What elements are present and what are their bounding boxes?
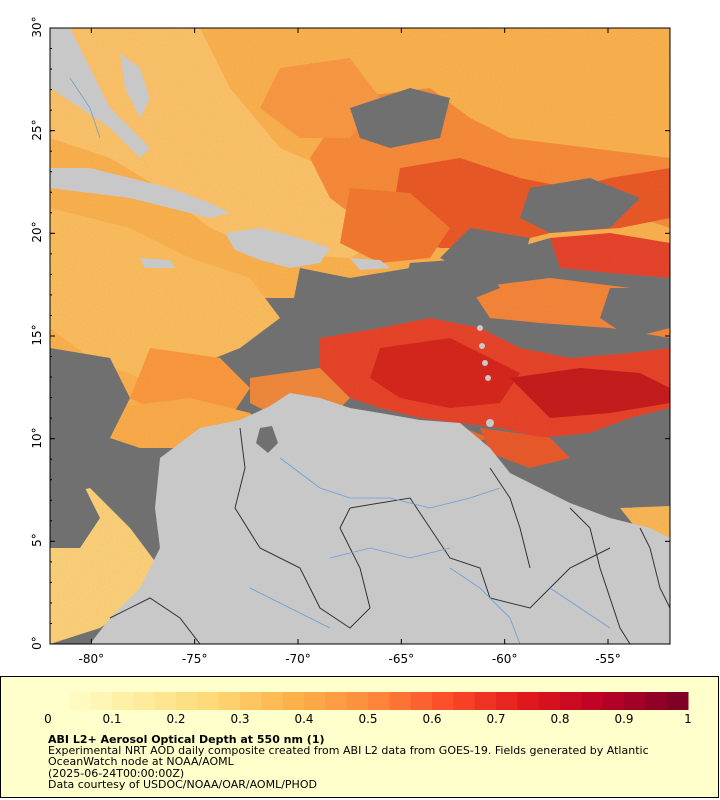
legend-date: (2025-06-24T00:00:00Z) <box>48 767 185 780</box>
colorbar-segment <box>240 692 262 710</box>
lon-label: -60° <box>491 652 518 666</box>
colorbar-segment <box>133 692 156 710</box>
colorbar-segment <box>176 692 198 710</box>
lat-label: 15° <box>30 324 44 346</box>
lat-label: 0° <box>30 636 44 650</box>
colorbar-segment <box>197 692 220 710</box>
legend-title: ABI L2+ Aerosol Optical Depth at 550 nm … <box>48 733 325 746</box>
colorbar-tick-label: 0.9 <box>614 712 634 726</box>
colorbar-segment <box>624 692 646 710</box>
map-frame <box>50 28 670 644</box>
no-data-patches <box>50 88 670 548</box>
colorbar-tick-label: 0.1 <box>102 712 122 726</box>
map-frame-border <box>49 27 671 645</box>
colorbar-segment <box>112 692 134 710</box>
colorbar-segment <box>581 692 604 710</box>
aod-map <box>50 28 670 644</box>
lon-label: -70° <box>285 652 311 666</box>
colorbar-segment <box>261 692 284 710</box>
colorbar-segment <box>432 692 454 710</box>
lon-label: -55° <box>595 652 621 666</box>
colorbar-segment <box>453 692 476 710</box>
colorbar-segment <box>538 692 561 710</box>
legend-credit: Data courtesy of USDOC/NOAA/OAR/AOML/PHO… <box>48 778 317 791</box>
colorbar <box>48 692 689 710</box>
colorbar-segment <box>474 692 497 710</box>
colorbar-segment <box>69 692 92 710</box>
colorbar-tick-label: 0.6 <box>422 712 442 726</box>
colorbar-tick-label: 0.3 <box>230 712 250 726</box>
land-caribbean <box>50 28 390 270</box>
lon-label: -80° <box>78 652 105 666</box>
colorbar-segment <box>645 692 668 710</box>
lat-label: 20° <box>30 221 44 243</box>
colorbar-segment <box>282 692 305 710</box>
colorbar-segment <box>325 692 348 710</box>
lat-label: 10° <box>30 427 44 449</box>
colorbar-tick-label: 0.4 <box>294 712 314 726</box>
colorbar-tick-label: 0.2 <box>166 712 186 726</box>
colorbar-tick-label: 0 <box>44 712 52 726</box>
colorbar-segment <box>389 692 412 710</box>
rivers <box>69 77 611 644</box>
colorbar-tick-label: 0.5 <box>358 712 378 726</box>
colorbar-segment <box>218 692 241 710</box>
colorbar-tick-label: 0.8 <box>550 712 570 726</box>
colorbar-segment <box>666 692 689 710</box>
colorbar-segment <box>517 692 540 710</box>
colorbar-segment <box>48 692 70 710</box>
lat-label: 30° <box>30 16 44 38</box>
colorbar-segment <box>410 692 433 710</box>
lat-label: 5° <box>30 533 44 548</box>
colorbar-segment <box>154 692 177 710</box>
colorbar-tick-label: 0.7 <box>486 712 506 726</box>
lake-maracaibo <box>256 426 278 453</box>
lon-label: -75° <box>181 652 208 666</box>
colorbar-tick-label: 1 <box>684 712 692 726</box>
land-south-america <box>90 393 670 644</box>
colorbar-segment <box>346 692 369 710</box>
colorbar-segment <box>90 692 113 710</box>
colorbar-segment <box>304 692 326 710</box>
legend-description: Experimental NRT AOD daily composite cre… <box>48 744 649 768</box>
colorbar-segment <box>560 692 582 710</box>
lon-label: -65° <box>388 652 415 666</box>
lat-label: 25° <box>30 119 44 141</box>
colorbar-segment <box>368 692 390 710</box>
colorbar-segment <box>496 692 518 710</box>
lesser-antilles <box>477 325 494 427</box>
colorbar-segment <box>602 692 625 710</box>
